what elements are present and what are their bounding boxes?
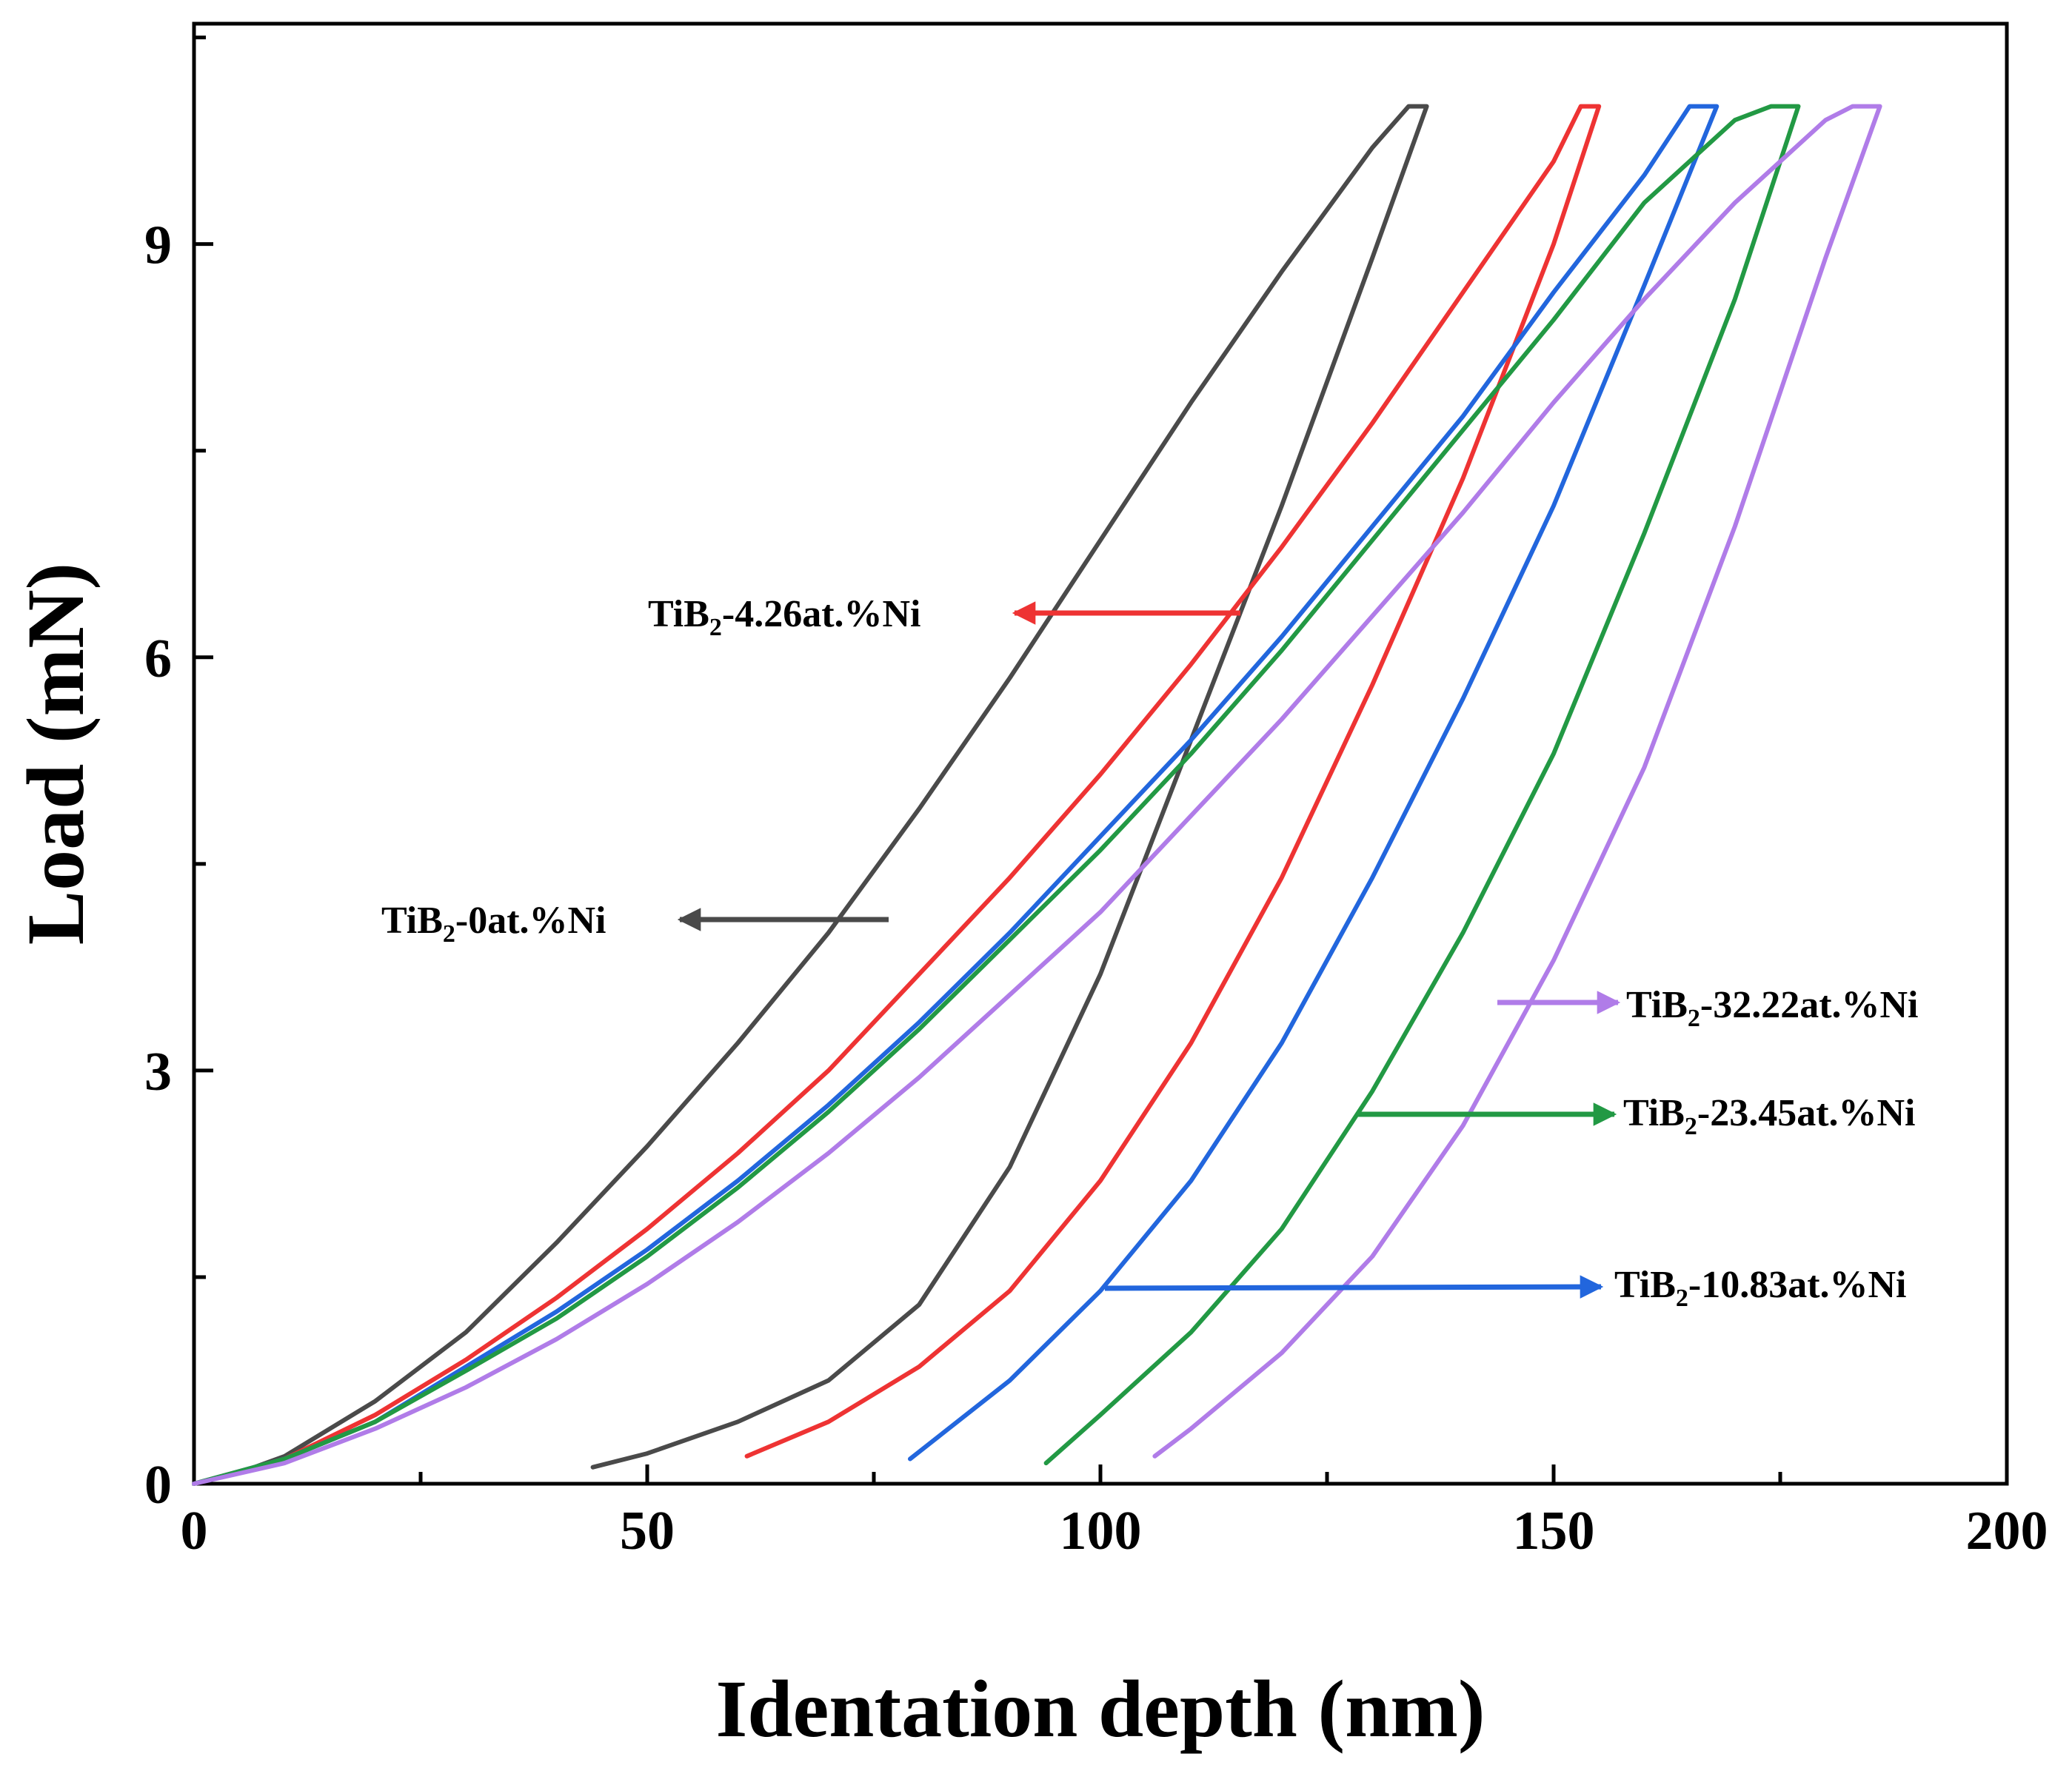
- x-tick-label: 0: [181, 1501, 208, 1561]
- y-axis-title: Load (mN): [10, 563, 101, 945]
- x-tick-label: 150: [1513, 1501, 1595, 1561]
- y-tick-label: 9: [144, 215, 172, 276]
- x-tick-label: 100: [1060, 1501, 1142, 1561]
- series-curve-0: [192, 104, 1429, 1486]
- series-curve-1: [192, 104, 1602, 1486]
- x-tick-label: 50: [620, 1501, 675, 1561]
- x-axis-ticks: 0 50 100 150 200: [181, 1464, 2048, 1561]
- annotation-label: TiB2-4.26at.%Ni: [648, 593, 921, 641]
- annotation-label: TiB2-0at.%Ni: [381, 900, 606, 948]
- y-tick-label: 6: [144, 629, 172, 689]
- x-axis-title: Identation depth (nm): [715, 1664, 1485, 1754]
- y-tick-label: 3: [144, 1042, 172, 1102]
- annotation-label: TiB2-23.45at.%Ni: [1623, 1092, 1916, 1140]
- series-curve-3: [192, 104, 1801, 1486]
- annotation-arrow: [1104, 1275, 1604, 1299]
- x-tick-label: 200: [1966, 1501, 2048, 1561]
- series-curve-2: [192, 104, 1720, 1486]
- annotations-group: TiB2-4.26at.%Ni TiB2-0at.%Ni TiB2-32.22at.…: [381, 593, 1919, 1312]
- series-curve-4: [192, 104, 1882, 1486]
- annotation-label: TiB2-10.83at.%Ni: [1614, 1264, 1907, 1312]
- annotation-label: TiB2-32.22at.%Ni: [1626, 984, 1919, 1032]
- curves-group: [192, 104, 1882, 1486]
- y-axis-ticks: 0 3 6 9: [144, 36, 213, 1516]
- y-tick-label: 0: [144, 1455, 172, 1516]
